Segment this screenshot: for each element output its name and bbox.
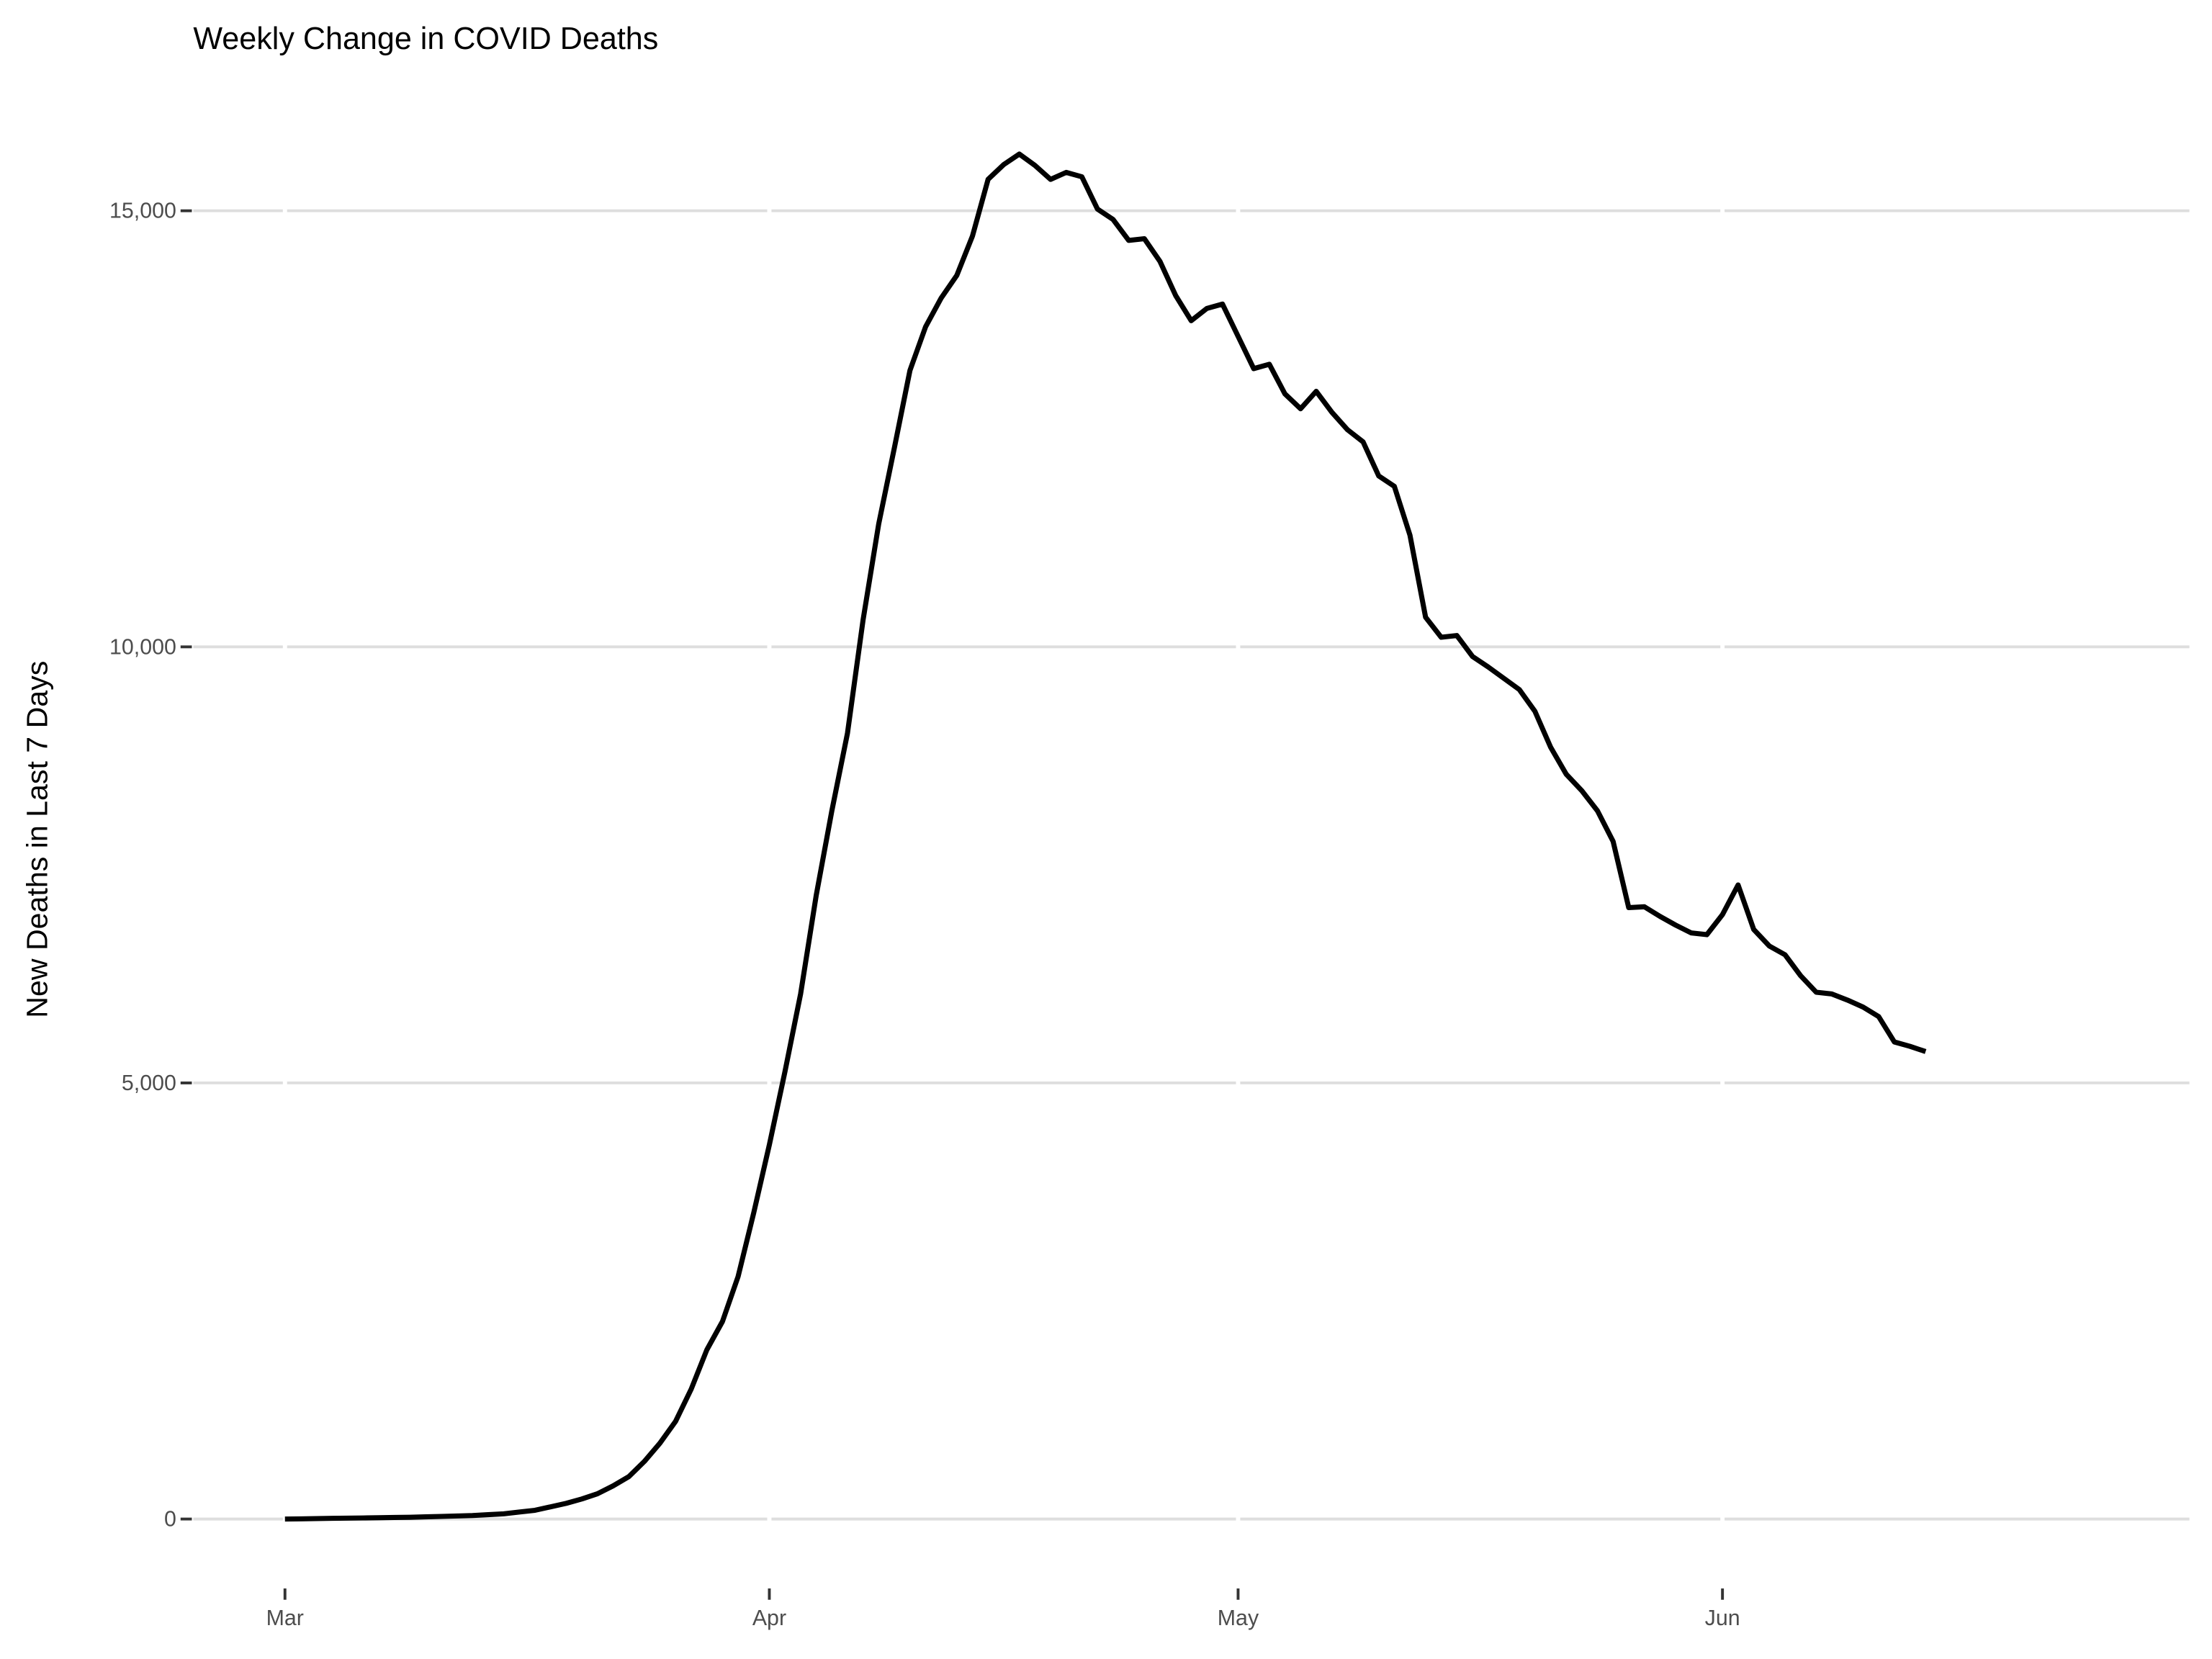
x-tick-label: Jun <box>1705 1606 1740 1630</box>
y-tick-label: 5,000 <box>122 1071 176 1095</box>
y-axis-title: New Deaths in Last 7 Days <box>21 661 54 1018</box>
data-line <box>284 151 1927 1522</box>
y-tick-label: 0 <box>164 1508 176 1532</box>
x-tick-label: Apr <box>752 1606 786 1630</box>
x-tick-label: Mar <box>266 1606 304 1630</box>
y-tick-label: 15,000 <box>109 199 176 223</box>
y-tick-label: 10,000 <box>109 635 176 659</box>
plot-area <box>284 151 1927 1522</box>
chart-title: Weekly Change in COVID Deaths <box>193 22 658 56</box>
x-tick-label: May <box>1218 1606 1259 1630</box>
